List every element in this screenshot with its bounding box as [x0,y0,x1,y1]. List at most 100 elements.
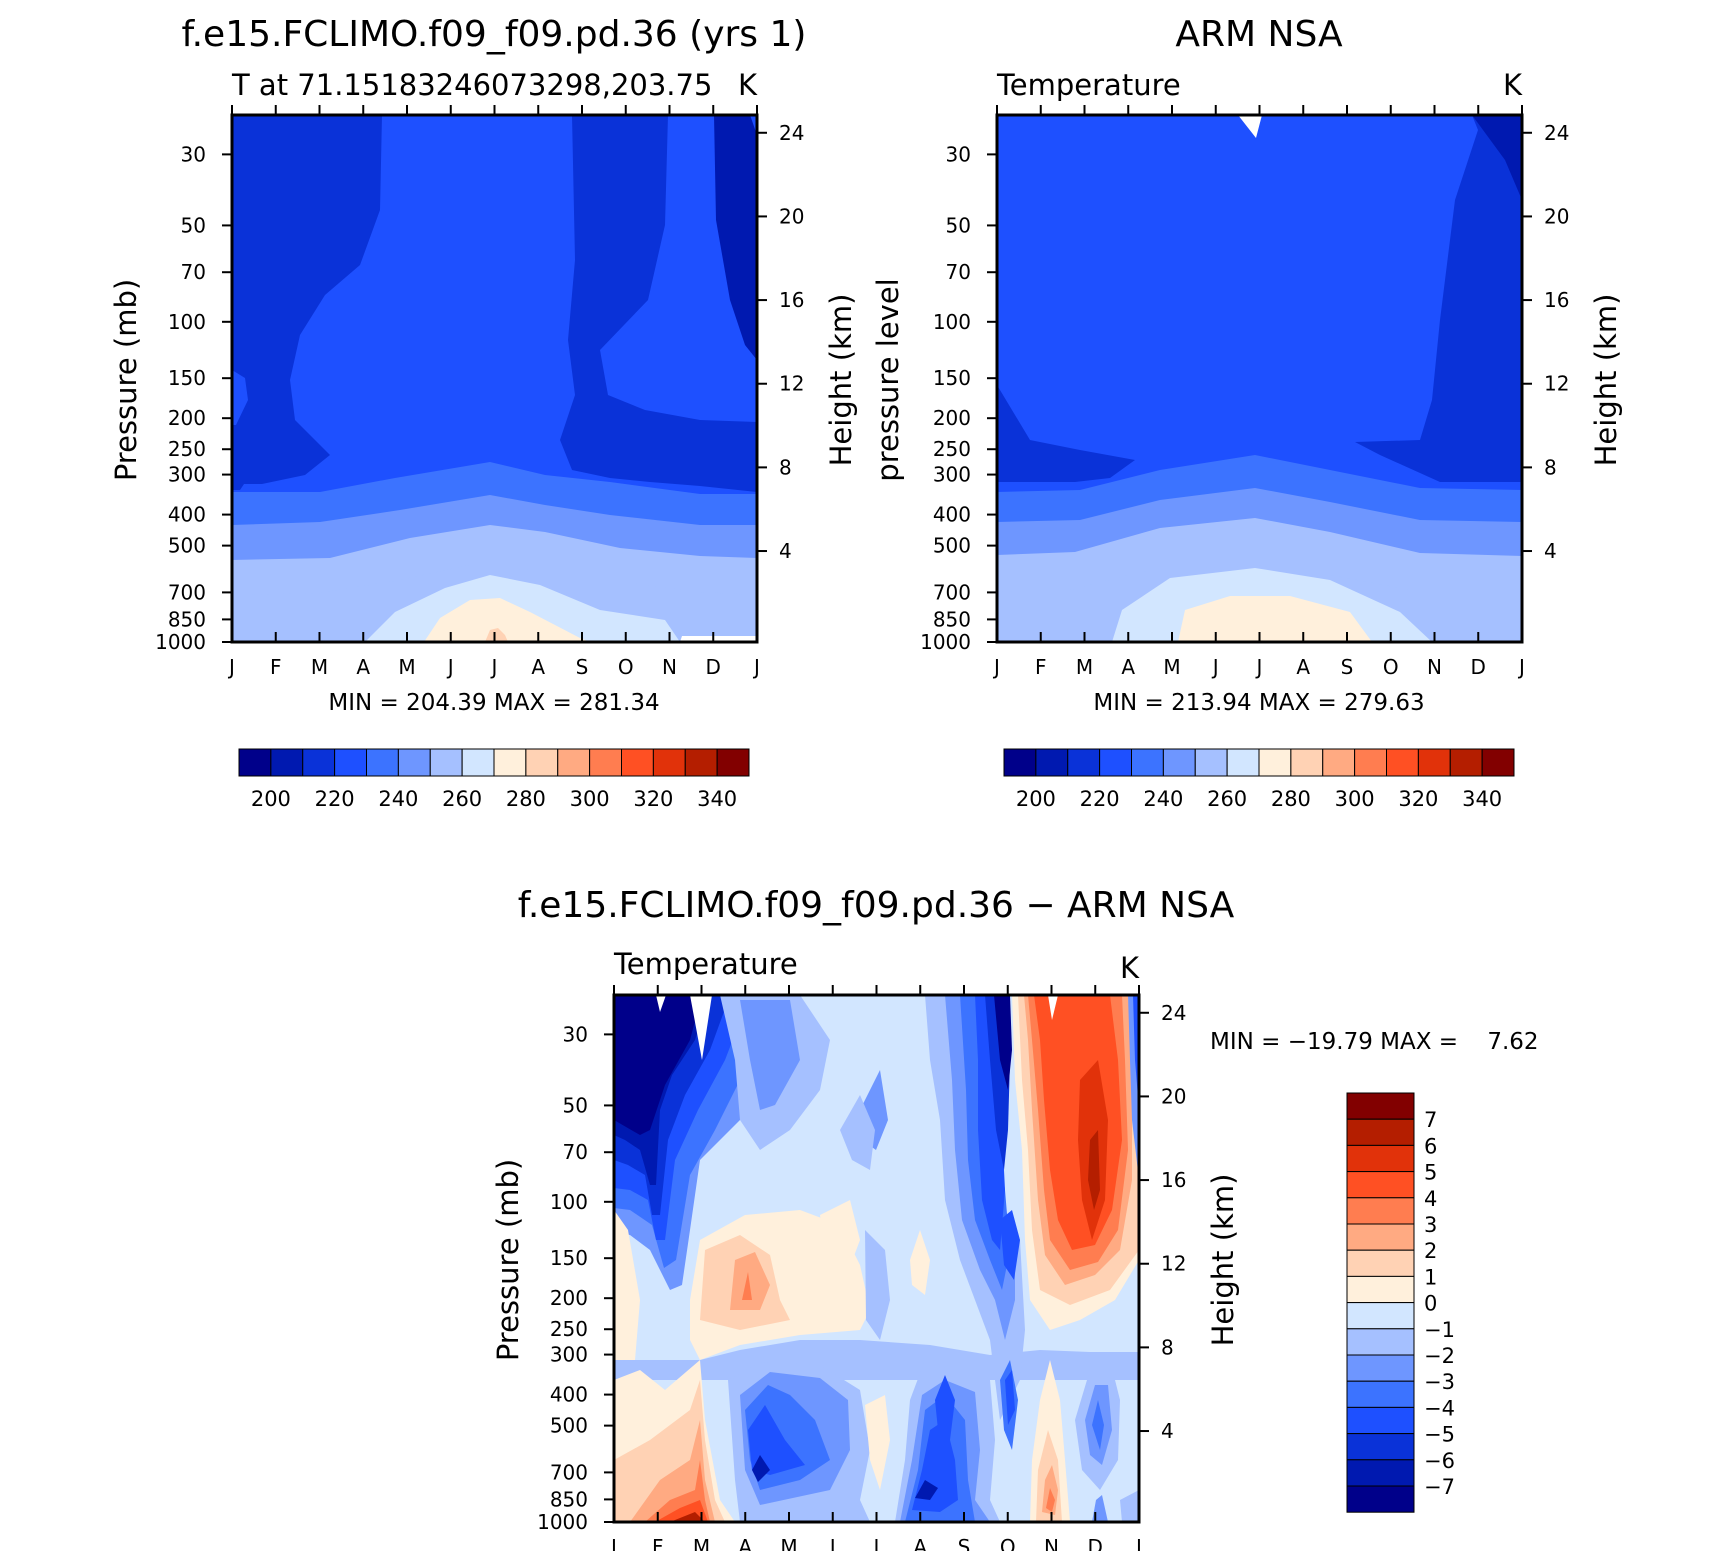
obs-ytick-label: 200 [933,406,971,430]
model-ylabel: Pressure (mb) [109,279,143,481]
obs-colorbar-box [1131,748,1164,777]
obs-ylabel-right: Height (km) [1589,294,1623,467]
model-ytick-right-label: 20 [779,204,804,228]
obs-ytick-label: 150 [933,366,971,390]
model-xtick-label: M [311,655,328,679]
model-units: K [738,68,758,102]
model-ytick-right-label: 12 [779,372,804,396]
obs-xtick-label: J [1255,655,1263,679]
diff-units: K [1120,951,1140,985]
diff-xtick-label: A [738,1535,752,1551]
obs-ytick-label: 1000 [920,630,971,654]
obs-colorbar-label: 220 [1080,787,1120,811]
model-ytick-label: 400 [168,503,206,527]
diff-colorbar-box [1346,1354,1415,1382]
diff-colorbar-box [1346,1092,1415,1120]
obs-xtick-label: A [1121,655,1135,679]
diff-xtick-label: J [872,1535,880,1551]
obs-ytick-right-label: 16 [1544,288,1569,312]
obs-subtitle: Temperature [996,68,1181,102]
obs-colorbar-box [1099,748,1132,777]
obs-xtick-label: F [1035,655,1047,679]
diff-xtick-label: N [1044,1535,1059,1551]
obs-colorbar-label: 240 [1143,787,1183,811]
model-minmax: MIN = 204.39 MAX = 281.34 [328,690,659,716]
obs-colorbar-box [1258,748,1292,777]
obs-colorbar-box [1417,748,1451,777]
obs-colorbar-label: 200 [1016,787,1056,811]
model-colorbar-box [716,748,750,777]
obs-colorbar-box [1035,748,1069,777]
obs-colorbar-box [1003,748,1037,777]
obs-colorbar-label: 300 [1335,787,1375,811]
obs-colorbar-box [1194,748,1228,777]
diff-ylabel: Pressure (mb) [491,1159,525,1361]
obs-ytick-label: 70 [946,260,971,284]
model-xtick-label: J [752,655,760,679]
model-ytick-label: 250 [168,437,206,461]
diff-xtick-label: J [1134,1535,1142,1551]
model-colorbar-label: 220 [315,787,355,811]
diff-ytick-right-label: 16 [1161,1168,1186,1192]
obs-xtick-label: D [1471,655,1486,679]
diff-ytick-label: 850 [550,1487,588,1511]
model-ytick-label: 300 [168,463,206,487]
obs-panel: ARM NSA Temperature K J F M A M J J A S O N D J 30 50 7… [871,14,1623,811]
model-band-280-290 [485,628,508,642]
diff-colorbar-label: −2 [1424,1344,1455,1368]
obs-xtick-label: O [1383,655,1399,679]
diff-colorbar-label: −4 [1424,1396,1455,1420]
diff-ytick-right-label: 24 [1161,1001,1186,1025]
diff-colorbar-label: 3 [1424,1213,1437,1237]
diff-colorbar-box [1346,1171,1415,1199]
diff-ytick-label: 500 [550,1414,588,1438]
diff-ytick-label: 50 [563,1093,588,1117]
diff-colorbar-label: 0 [1424,1292,1437,1316]
obs-xtick-label: M [1076,655,1093,679]
model-contour-field [232,115,757,642]
model-title: f.e15.FCLIMO.f09_f09.pd.36 (yrs 1) [182,14,807,55]
model-subtitle: T at 71.15183246073298,203.75 [231,68,712,102]
model-ytick-label: 850 [168,607,206,631]
obs-colorbar-box [1449,748,1483,777]
diff-ytick-label: 150 [550,1246,588,1270]
obs-band-right-dark [1355,115,1522,482]
obs-colorbar-label: 340 [1462,787,1502,811]
model-xtick-label: O [618,655,634,679]
model-ytick-label: 150 [168,366,206,390]
model-ytick-right-label: 16 [779,288,804,312]
model-ytick-label: 30 [181,142,206,166]
diff-ytick-label: 70 [563,1140,588,1164]
model-colorbar-box [525,748,559,777]
diff-xtick-label: D [1088,1535,1103,1551]
model-colorbar-box [461,748,495,777]
model-xtick-label: J [490,655,498,679]
obs-xtick-label: N [1427,655,1442,679]
diff-colorbar-box [1346,1118,1415,1146]
diff-ytick-right-label: 12 [1161,1252,1186,1276]
diff-colorbar-box [1346,1485,1415,1513]
model-colorbar-box [684,748,718,777]
obs-ylabel: pressure level [871,278,905,481]
model-colorbar-box [429,748,463,777]
obs-xtick-label: A [1296,655,1310,679]
diff-xtick-label: O [1000,1535,1016,1551]
diff-colorbar-box [1346,1223,1415,1251]
model-ylabel-right: Height (km) [824,294,858,467]
obs-colorbar-box [1354,748,1387,777]
model-ytick-label: 50 [181,213,206,237]
obs-band-left-dark [997,385,1135,482]
diff-colorbar-box [1346,1302,1415,1330]
obs-title: ARM NSA [1175,14,1343,55]
obs-ytick-label: 30 [946,142,971,166]
model-panel: f.e15.FCLIMO.f09_f09.pd.36 (yrs 1) T at … [109,14,858,811]
model-colorbar-label: 320 [633,787,673,811]
model-colorbar-box [557,748,591,777]
diff-colorbar-box [1346,1275,1415,1304]
model-ytick-right-label: 4 [779,539,792,563]
obs-ytick-label: 500 [933,534,971,558]
model-xtick-label: A [531,655,545,679]
obs-missing [1238,115,1262,138]
model-colorbar-label: 300 [570,787,610,811]
diff-colorbar-box [1346,1249,1415,1277]
